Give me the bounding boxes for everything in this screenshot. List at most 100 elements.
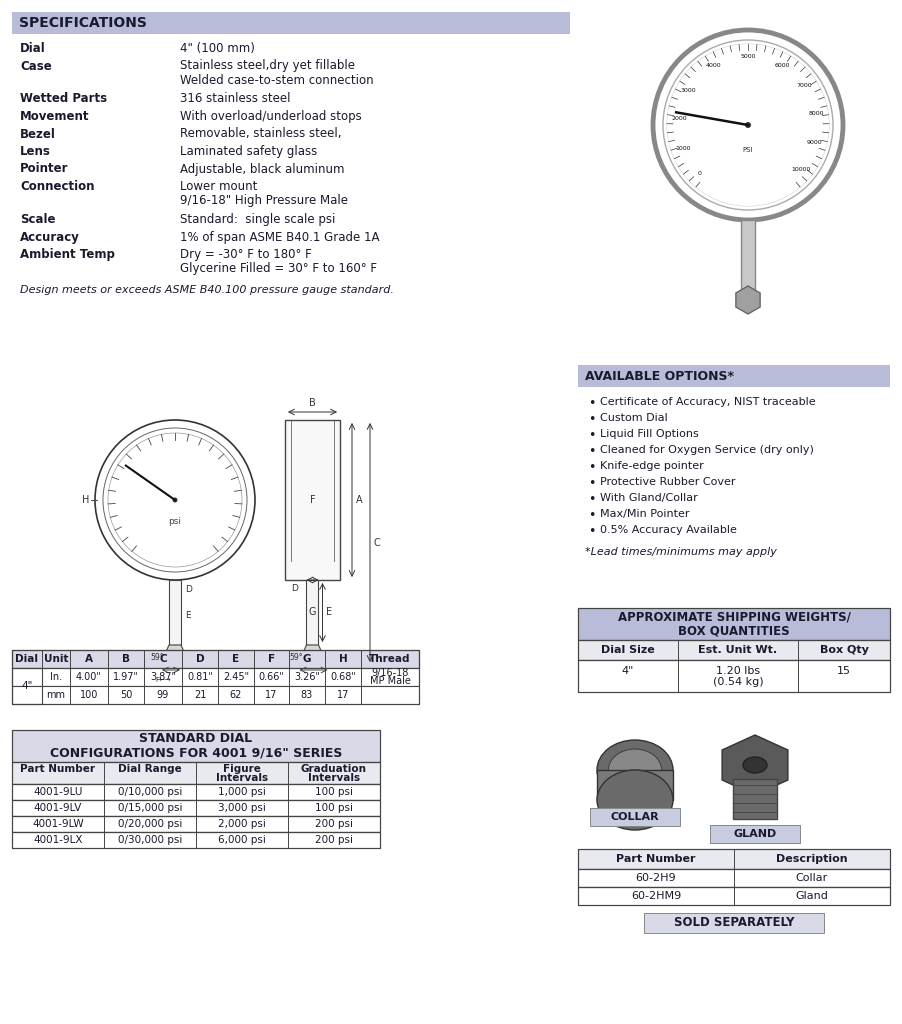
Text: •: • — [587, 397, 594, 410]
Text: Dial Range: Dial Range — [118, 764, 181, 774]
Text: mm: mm — [46, 690, 66, 700]
Text: E: E — [185, 610, 190, 620]
Text: 200 psi: 200 psi — [315, 819, 353, 829]
Bar — [709, 825, 799, 843]
Text: Laminated safety glass: Laminated safety glass — [179, 145, 317, 158]
Bar — [589, 808, 679, 826]
Text: Intervals: Intervals — [308, 773, 360, 783]
Text: 59°: 59° — [150, 652, 163, 662]
Text: APPROXIMATE SHIPPING WEIGHTS/: APPROXIMATE SHIPPING WEIGHTS/ — [617, 610, 850, 624]
Bar — [643, 913, 824, 933]
Bar — [12, 12, 569, 34]
Bar — [12, 816, 380, 831]
Text: 0/20,000 psi: 0/20,000 psi — [117, 819, 182, 829]
Text: 6,000 psi: 6,000 psi — [217, 835, 266, 845]
Bar — [589, 808, 679, 826]
Text: 100 psi: 100 psi — [315, 787, 353, 797]
Text: •: • — [587, 493, 594, 506]
Text: Part Number: Part Number — [615, 854, 695, 864]
Text: 0/30,000 psi: 0/30,000 psi — [117, 835, 182, 845]
Text: Box Qty: Box Qty — [819, 645, 868, 655]
Text: Stainless steel,dry yet fillable: Stainless steel,dry yet fillable — [179, 59, 354, 73]
Text: 4001-9LV: 4001-9LV — [33, 803, 82, 813]
Text: 200 psi: 200 psi — [315, 835, 353, 845]
Text: 4.00": 4.00" — [76, 672, 102, 682]
Text: C: C — [159, 654, 167, 664]
Text: STANDARD DIAL: STANDARD DIAL — [139, 732, 253, 745]
Text: 3.26": 3.26" — [294, 672, 319, 682]
Text: 9/16-18" High Pressure Male: 9/16-18" High Pressure Male — [179, 195, 347, 207]
Text: C: C — [373, 538, 381, 548]
Text: E: E — [327, 607, 332, 617]
Bar — [577, 608, 889, 640]
Bar — [577, 640, 889, 660]
Text: Connection: Connection — [20, 180, 95, 193]
Text: CONFIGURATIONS FOR 4001 9/16" SERIES: CONFIGURATIONS FOR 4001 9/16" SERIES — [50, 746, 342, 760]
Text: In.: In. — [50, 672, 62, 682]
Text: 3000: 3000 — [680, 88, 695, 93]
Bar — [12, 686, 419, 705]
Text: SPECIFICATIONS: SPECIFICATIONS — [19, 16, 147, 30]
Text: psi: psi — [169, 517, 181, 526]
Text: Bezel: Bezel — [20, 128, 56, 140]
Text: 62: 62 — [229, 690, 242, 700]
Bar — [596, 770, 672, 800]
Text: 9000: 9000 — [806, 140, 822, 145]
Bar — [577, 660, 889, 692]
Text: 60-2H9: 60-2H9 — [635, 873, 676, 883]
Text: Description: Description — [776, 854, 847, 864]
Text: Thread: Thread — [369, 654, 410, 664]
Text: 83: 83 — [300, 690, 313, 700]
Text: Figure: Figure — [223, 764, 261, 774]
Bar — [741, 220, 754, 300]
Text: 0: 0 — [696, 171, 700, 176]
Bar — [577, 869, 889, 887]
Text: Design meets or exceeds ASME B40.100 pressure gauge standard.: Design meets or exceeds ASME B40.100 pre… — [20, 285, 393, 295]
Text: 10000: 10000 — [790, 167, 810, 172]
Text: 3,000 psi: 3,000 psi — [217, 803, 266, 813]
Bar — [12, 784, 380, 800]
Text: 2,000 psi: 2,000 psi — [217, 819, 266, 829]
Text: 0.66": 0.66" — [258, 672, 284, 682]
Text: Intervals: Intervals — [216, 773, 268, 783]
Text: Graduation: Graduation — [300, 764, 366, 774]
Bar — [732, 779, 776, 819]
Text: Cleaned for Oxygen Service (dry only): Cleaned for Oxygen Service (dry only) — [599, 445, 813, 455]
Text: 4": 4" — [621, 666, 633, 676]
Text: 9/16-18: 9/16-18 — [371, 668, 409, 678]
Circle shape — [667, 44, 828, 206]
Text: Est. Unit Wt.: Est. Unit Wt. — [697, 645, 777, 655]
Bar — [12, 730, 380, 762]
Bar — [577, 887, 889, 905]
Text: 316 stainless steel: 316 stainless steel — [179, 92, 290, 105]
Text: Standard:  single scale psi: Standard: single scale psi — [179, 213, 335, 226]
Text: 3.87": 3.87" — [150, 672, 176, 682]
Text: PSI: PSI — [742, 147, 752, 153]
Text: 4": 4" — [22, 681, 32, 691]
Circle shape — [744, 122, 750, 128]
Text: With overload/underload stops: With overload/underload stops — [179, 110, 362, 123]
Text: AVAILABLE OPTIONS*: AVAILABLE OPTIONS* — [584, 370, 733, 383]
Text: Adjustable, black aluminum: Adjustable, black aluminum — [179, 163, 345, 175]
Ellipse shape — [596, 740, 672, 800]
Text: SOLD SEPARATELY: SOLD SEPARATELY — [673, 916, 794, 930]
Text: 5000: 5000 — [740, 53, 755, 58]
Text: BOX QUANTITIES: BOX QUANTITIES — [677, 625, 789, 638]
Text: Dial Size: Dial Size — [601, 645, 654, 655]
Text: Gland: Gland — [795, 891, 827, 901]
Ellipse shape — [608, 749, 661, 791]
Ellipse shape — [742, 757, 766, 773]
Text: Wetted Parts: Wetted Parts — [20, 92, 107, 105]
Text: B: B — [308, 398, 316, 408]
Text: •: • — [587, 525, 594, 538]
Text: Dial: Dial — [20, 42, 46, 55]
Text: Dry = -30° F to 180° F: Dry = -30° F to 180° F — [179, 248, 311, 261]
Bar — [577, 869, 889, 887]
Text: 50: 50 — [120, 690, 132, 700]
Text: E: E — [232, 654, 239, 664]
Bar — [577, 365, 889, 387]
Text: 1,000 psi: 1,000 psi — [217, 787, 266, 797]
Bar — [12, 762, 380, 784]
Bar — [577, 849, 889, 869]
Text: 0.81": 0.81" — [187, 672, 213, 682]
